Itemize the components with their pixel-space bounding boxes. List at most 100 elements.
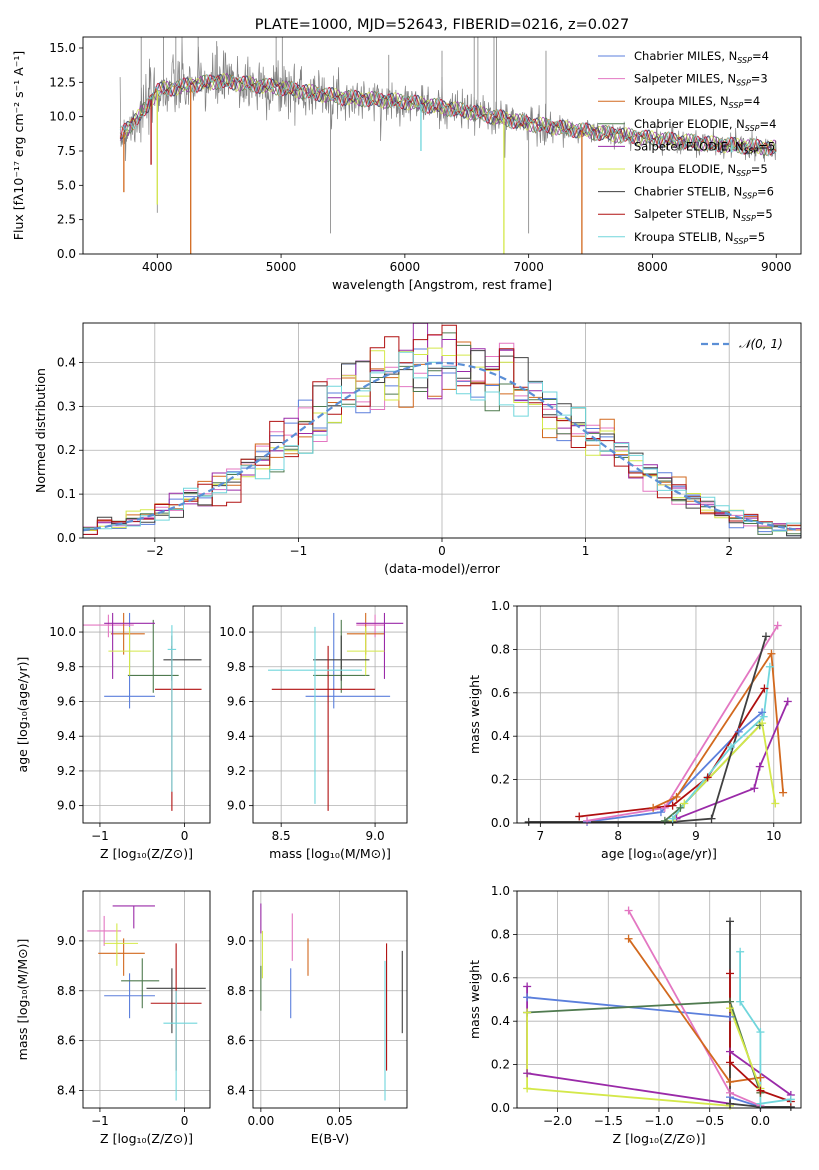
legend-entry: 𝒩(0, 1) <box>739 337 783 351</box>
y-tick-label: 9.0 <box>227 934 246 948</box>
y-tick-label: 9.6 <box>227 694 246 708</box>
legend-label: Salpeter STELIB, N <box>634 207 741 221</box>
x-tick-label: 5000 <box>266 260 297 274</box>
y-tick-label: 1.0 <box>491 884 510 898</box>
legend-sub: SSP <box>734 237 749 246</box>
axes-frame <box>82 605 211 824</box>
legend-entry: Chabrier STELIB, NSSP=6 <box>634 185 774 201</box>
x-tick-label: 4000 <box>142 260 173 274</box>
y-tick-label: 0.4 <box>491 1014 510 1028</box>
mass-weight-line <box>652 651 784 809</box>
x-tick-label: 0 <box>438 544 446 558</box>
x-tick-label: −1 <box>290 544 308 558</box>
legend-sub: SSP <box>736 79 751 88</box>
legend-suffix: =3 <box>751 72 768 86</box>
plot-area <box>119 37 777 254</box>
x-tick-label: 0.0 <box>751 1114 770 1128</box>
y-tick-label: 8.8 <box>57 984 76 998</box>
x-axis-label: Z [log₁₀(Z/Z⊙)] <box>100 846 193 861</box>
mass-weight-line <box>739 951 792 1105</box>
x-tick-label: −1 <box>91 1114 109 1128</box>
legend-sub: SSP <box>729 101 744 110</box>
y-tick-label: 8.8 <box>227 984 246 998</box>
plot-area <box>87 905 206 1101</box>
x-tick-label: 8000 <box>637 260 668 274</box>
legend-sub: SSP <box>744 146 759 155</box>
legend-suffix: =5 <box>758 139 775 153</box>
y-tick-label: 9.2 <box>227 764 246 778</box>
panel-age-vs-mass: 8.5 9.0 9.0 9.2 9.4 9.6 9.8 10.0 mass [log₁₀(M/M… <box>219 605 408 861</box>
y-axis-label: Flux [fλ10⁻¹⁷ erg cm⁻² s⁻¹ A⁻¹] <box>11 51 26 240</box>
axes-frame <box>252 605 408 824</box>
axes-frame <box>252 890 408 1109</box>
model-spectrum <box>119 73 777 157</box>
x-tick-label: 0.00 <box>247 1114 274 1128</box>
legend-entry: Salpeter MILES, NSSP=3 <box>634 72 768 88</box>
y-tick-label: 10.0 <box>49 625 76 639</box>
y-tick-label: 9.0 <box>227 799 246 813</box>
y-tick-label: 8.6 <box>227 1034 246 1048</box>
x-tick-label: −1 <box>91 829 109 843</box>
x-tick-label: −0.5 <box>695 1114 724 1128</box>
legend: Chabrier MILES, NSSP=4 Salpeter MILES, NS… <box>598 49 776 246</box>
x-tick-label: 2 <box>725 544 733 558</box>
y-tick-label: 9.8 <box>227 660 246 674</box>
y-tick-label: 7.5 <box>57 144 76 158</box>
plot-area <box>83 612 202 811</box>
y-tick-label: 0.0 <box>491 816 510 830</box>
y-tick-label: 8.6 <box>57 1034 76 1048</box>
y-tick-label: 10.0 <box>219 625 246 639</box>
residual-histogram <box>83 350 801 538</box>
x-axis-label: E(B-V) <box>311 1131 350 1146</box>
y-axis-label: age [log₁₀(age/yr)] <box>15 657 30 773</box>
y-tick-label: 9.0 <box>57 799 76 813</box>
legend-suffix: =4 <box>752 49 769 63</box>
y-tick-label: 9.8 <box>57 660 76 674</box>
x-tick-label: 7000 <box>513 260 544 274</box>
y-tick-label: 0.0 <box>57 247 76 261</box>
legend-entry: Salpeter ELODIE, NSSP=5 <box>634 139 775 155</box>
panel-massweight-vs-Z: −2.0 −1.5 −1.0 −0.5 0.0 0.0 0.2 0.4 0.6 0.8 1.0 Z [… <box>467 884 802 1146</box>
model-spectrum <box>119 74 777 156</box>
legend-label: Chabrier STELIB, N <box>634 185 742 199</box>
y-tick-label: 15.0 <box>49 41 76 55</box>
legend-entry: Kroupa STELIB, NSSP=5 <box>634 230 765 246</box>
y-tick-label: 9.2 <box>57 764 76 778</box>
x-axis-label: wavelength [Angstrom, rest frame] <box>332 277 552 292</box>
residual-histogram <box>83 351 801 538</box>
y-axis-label: Normed distribution <box>33 368 48 493</box>
plot-area <box>268 612 404 811</box>
mass-weight-line <box>586 711 763 823</box>
x-axis-label: age [log₁₀(age/yr)] <box>601 846 717 861</box>
x-axis-label: mass [log₁₀(M/M⊙)] <box>269 846 391 861</box>
panel-residuals: −2 −1 0 1 2 0.0 0.1 0.2 0.3 0.4 (data-model)/error… <box>33 322 802 576</box>
y-tick-label: 12.5 <box>49 75 76 89</box>
y-tick-label: 1.0 <box>491 599 510 613</box>
x-tick-label: 9000 <box>761 260 792 274</box>
x-tick-label: −2 <box>146 544 164 558</box>
y-tick-label: 0.8 <box>491 642 510 656</box>
y-tick-label: 0.2 <box>57 443 76 457</box>
y-axis-label: mass weight <box>467 675 482 754</box>
y-tick-label: 0.4 <box>491 729 510 743</box>
y-tick-label: 5.0 <box>57 178 76 192</box>
legend-label: Kroupa MILES, N <box>634 94 729 108</box>
y-tick-label: 9.4 <box>227 729 246 743</box>
y-tick-label: 9.4 <box>57 729 76 743</box>
x-tick-label: 10 <box>766 829 781 843</box>
legend-entry: Chabrier MILES, NSSP=4 <box>634 49 769 65</box>
x-tick-label: 9 <box>692 829 700 843</box>
legend-sub: SSP <box>737 56 752 65</box>
y-tick-label: 0.2 <box>491 773 510 787</box>
legend-sub: SSP <box>741 214 756 223</box>
y-axis-label: mass [log₁₀(M/M⊙)] <box>15 939 30 1061</box>
legend-label: Kroupa STELIB, N <box>634 230 734 244</box>
panel-mass-vs-Z: −1 0 8.4 8.6 8.8 9.0 Z [log₁₀(Z/Z⊙)] mass [log₁… <box>15 890 211 1146</box>
legend-sub: SSP <box>745 124 760 133</box>
x-axis-label: Z [log₁₀(Z/Z⊙)] <box>613 1131 706 1146</box>
panel-spectrum: 4000 5000 6000 7000 8000 9000 0.0 2.5 5.0 7.5 10.0… <box>11 17 802 292</box>
mass-weight-line <box>676 701 789 820</box>
legend-sub: SSP <box>742 192 757 201</box>
y-tick-label: 0.3 <box>57 399 76 413</box>
normal-curve <box>83 361 799 532</box>
